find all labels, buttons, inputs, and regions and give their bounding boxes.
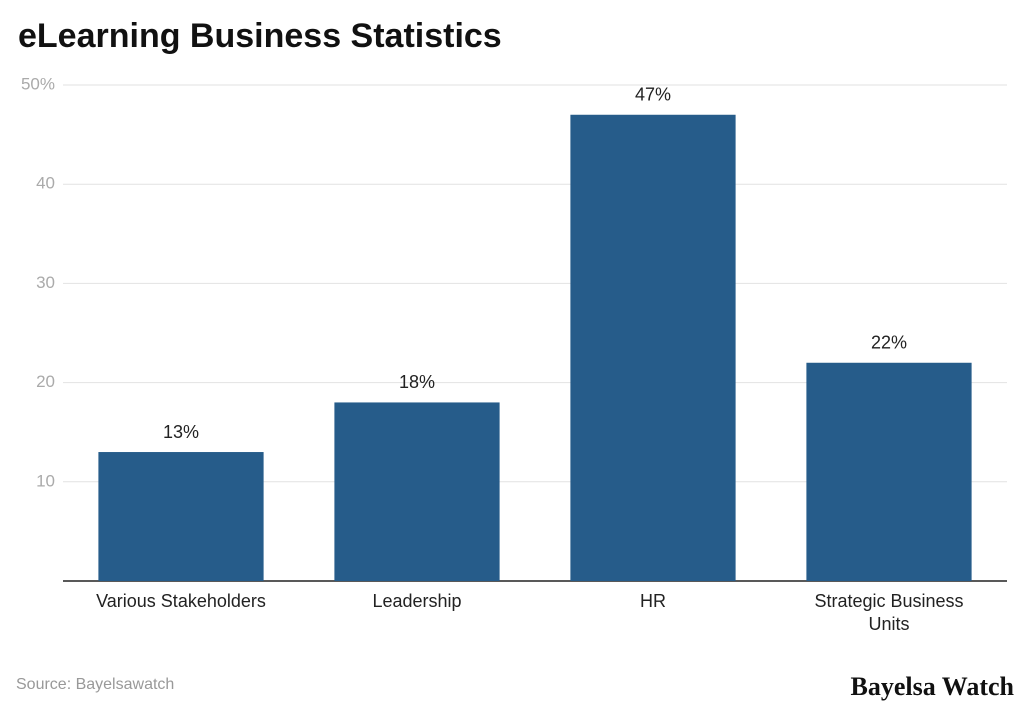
bar bbox=[570, 114, 736, 581]
value-label: 22% bbox=[871, 333, 907, 353]
y-tick-label: 20 bbox=[36, 372, 55, 391]
bar bbox=[98, 452, 264, 581]
x-tick-label: Leadership bbox=[372, 591, 462, 611]
bar bbox=[334, 402, 500, 581]
x-tick-label: Strategic Business Units bbox=[814, 591, 964, 634]
y-tick-label: 50% bbox=[21, 74, 55, 93]
value-label: 18% bbox=[399, 372, 435, 392]
y-tick-label: 40 bbox=[36, 174, 55, 193]
y-tick-label: 30 bbox=[36, 273, 55, 292]
bar bbox=[806, 362, 972, 581]
x-tick-label: HR bbox=[639, 591, 666, 611]
value-label: 47% bbox=[635, 85, 671, 105]
brand: Bayelsa Watch bbox=[851, 672, 1015, 701]
y-tick-label: 10 bbox=[36, 471, 55, 490]
value-label: 13% bbox=[163, 422, 199, 442]
chart-title: eLearning Business Statistics bbox=[18, 17, 502, 55]
x-tick-label: Various Stakeholders bbox=[96, 591, 266, 611]
source: Source: Bayelsawatch bbox=[16, 676, 174, 693]
